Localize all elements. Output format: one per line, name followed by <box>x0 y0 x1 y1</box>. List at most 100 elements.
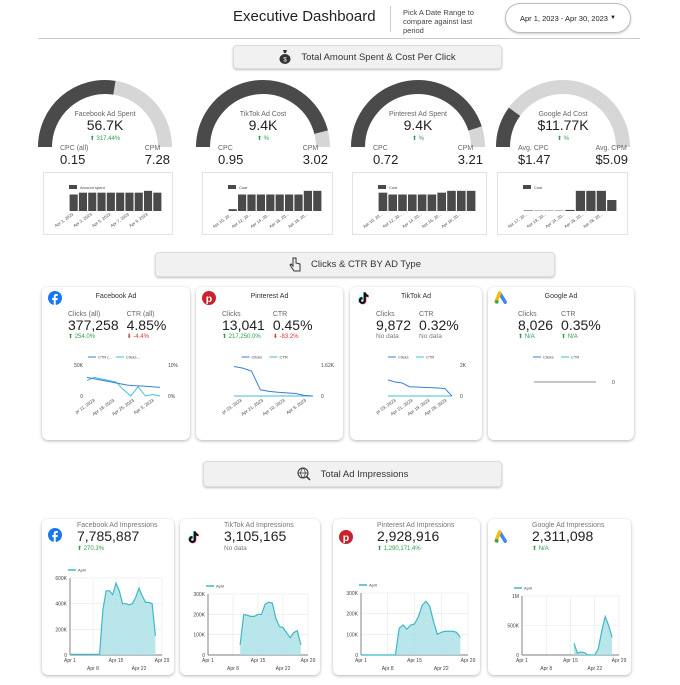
x-tick-label: Apr 8 <box>227 666 239 672</box>
metric-cpc: CPC 0.95 <box>218 145 243 167</box>
section-banner-spend: $ Total Amount Spent & Cost Per Click <box>233 45 502 69</box>
bar <box>586 190 596 211</box>
svg-text:$: $ <box>284 58 288 64</box>
legend-label: Clicks <box>398 355 409 360</box>
x-tick-label: Apr 15 <box>563 658 578 664</box>
impressions-title: Pinterest Ad Impressions <box>377 522 455 529</box>
spend-kpi: Facebook Ad Spent 56.7K ⬆ 317.44% <box>50 111 160 142</box>
pinterest-icon: p <box>339 530 353 544</box>
bar <box>144 190 153 211</box>
impressions-title: TikTok Ad Impressions <box>224 522 294 529</box>
bar <box>238 194 247 211</box>
bar <box>437 192 446 211</box>
bar <box>417 194 427 211</box>
metric-change: ⬆ 254.0% <box>68 334 96 340</box>
google-ads-icon <box>494 291 507 304</box>
spend-kpi: TikTok Ad Cost 9.4K ⬆ % <box>208 111 318 142</box>
bar <box>97 192 106 211</box>
clicks-line <box>233 366 314 397</box>
metric-cpc: CPC 0.72 <box>373 145 398 167</box>
card-title: TikTok Ad <box>400 293 432 300</box>
bar <box>285 194 294 211</box>
bar <box>69 194 78 211</box>
impressions-value: 7,785,887 <box>77 528 140 544</box>
caret-down-icon: ▼ <box>610 15 616 21</box>
clicks-metrics: Clicks 8,026 ⬆ N/A CTR 0.35% ⬆ N/A <box>518 311 628 340</box>
x-tick-label: Apr 25, 2023 <box>111 397 135 416</box>
spend-bar-chart: Cost Apr 17, 20... Apr 19, 20... Apr 24, 20… <box>497 172 628 235</box>
x-tick-label: Apr 24, 20... <box>544 212 566 229</box>
impressions-kpi: Pinterest Ad Impressions 2,928,916 ⬆ 1,290… <box>377 522 454 552</box>
metric-value: 0.32% <box>419 317 459 333</box>
bar <box>565 209 575 211</box>
y-tick-label: 0 <box>64 653 67 659</box>
spend-bar-chart: Amount spent Apr 1, 2023 Apr 3, 2023 Apr 5,… <box>43 172 173 235</box>
impressions-change: ⬆ 1,290,171.4% <box>377 546 421 552</box>
metric-label: Clicks <box>518 311 537 318</box>
bar <box>378 192 388 211</box>
metric-change: ⬇ -4.4% <box>126 334 149 340</box>
section-banner-label: Total Amount Spent & Cost Per Click <box>301 51 456 63</box>
x-tick-label: Apr 1, 2023 <box>54 211 75 228</box>
tiktok-icon <box>188 530 199 544</box>
bar <box>275 194 284 211</box>
impressions-kpi: TikTok Ad Impressions 3,105,165 No data <box>224 522 294 552</box>
metric-label: CPC <box>218 145 233 152</box>
x-tick-label: Apr 8 <box>87 666 99 672</box>
card-title: Google Ad <box>544 293 578 300</box>
metric-change: ⬇ -83.2% <box>272 334 299 340</box>
pointer-hand-icon <box>289 257 301 271</box>
metric-label: Clicks <box>376 311 395 318</box>
area-fill <box>240 602 301 655</box>
y-tick-label: 200K <box>193 612 205 618</box>
date-range-hint: Pick A Date Range to compare against las… <box>403 8 474 35</box>
legend-label: CTR <box>571 355 579 360</box>
area-fill <box>361 601 461 655</box>
metric-clicks: Clicks 13,041 ⬆ 217,250.0% <box>222 311 265 340</box>
x-tick-label: Apr 10, 20... <box>212 212 234 229</box>
bar <box>447 190 456 211</box>
area-fill <box>573 616 613 655</box>
metric-cpc: Avg. CPC $1.47 <box>518 145 551 167</box>
impressions-title: Facebook Ad Impressions <box>77 522 158 529</box>
legend-swatch <box>378 185 386 189</box>
pinterest-icon: p <box>202 291 216 305</box>
clicks-ctr-chart: Clicks CTR 0 <box>533 355 615 386</box>
section-banner-label: Clicks & CTR BY AD Type <box>311 259 421 270</box>
spend-value: 56.7K <box>86 117 124 133</box>
bar <box>247 194 256 211</box>
metric-value: 0.95 <box>218 152 244 167</box>
x-tick-label: Apr 5, 2023 <box>91 211 112 228</box>
ctr-line <box>86 376 161 397</box>
legend-label: CTR <box>280 355 288 360</box>
y-tick-label: 0 <box>460 394 463 400</box>
metric-change: ⬆ N/A <box>561 334 578 340</box>
metric-value: 8,026 <box>518 317 554 333</box>
legend-label: CTR (... <box>98 355 112 360</box>
metric-cpm: CPM 7.28 <box>145 145 170 167</box>
bar <box>125 192 134 211</box>
area-line <box>573 614 613 656</box>
bar <box>228 209 237 211</box>
metric-value: 13,041 <box>222 317 265 333</box>
y-tick-label: 0% <box>168 394 176 400</box>
date-range-picker[interactable]: Apr 1, 2023 - Apr 30, 2023 ▼ <box>505 3 631 33</box>
bar <box>256 194 265 211</box>
x-tick-label: Apr 29 <box>461 658 476 664</box>
bar <box>466 190 476 211</box>
metric-value: 9,872 <box>376 317 412 333</box>
metric-clicks: Clicks 9,872 No data <box>376 311 411 340</box>
bar <box>106 192 115 211</box>
y-tick-label: 400K <box>55 602 67 608</box>
legend-label: Amount spent <box>80 185 106 190</box>
money-bag-icon: $ <box>279 50 291 64</box>
x-tick-label: Apr 28, 20... <box>582 212 604 229</box>
metric-ctr: CTR 0.32% No data <box>419 311 459 340</box>
metric-value: 3.02 <box>302 152 328 167</box>
x-tick-label: Apr 3, 2023 <box>133 397 155 415</box>
